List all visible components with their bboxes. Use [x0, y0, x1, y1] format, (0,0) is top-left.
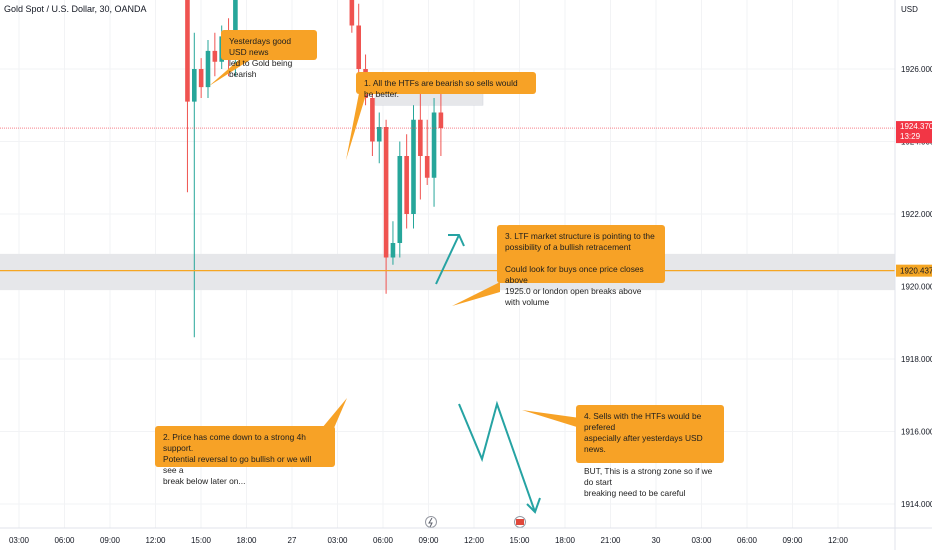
callout-usd-news[interactable]: Yesterdays good USD news led to Gold bei…	[221, 30, 317, 79]
price-tick-label: 1916.000	[901, 428, 932, 437]
drawings-layer	[0, 58, 895, 528]
candle-body	[233, 0, 238, 59]
bullish-arrow-head	[448, 234, 465, 247]
time-tick-label: 27	[288, 536, 297, 545]
price-tick-label: 1928.000	[901, 0, 932, 2]
current-price-value: 1924.370	[900, 122, 932, 131]
level-price-badge	[896, 264, 932, 277]
lightning-glyph-icon	[428, 517, 433, 528]
callout-usd-news-pointer	[209, 58, 253, 86]
time-tick-label: 18:00	[555, 536, 576, 545]
candle-body	[424, 156, 430, 178]
candle-body	[438, 112, 444, 129]
time-tick-label: 12:00	[464, 536, 485, 545]
time-tick-label: 06:00	[373, 536, 394, 545]
candle-body	[418, 119, 423, 156]
candle-body	[397, 156, 403, 243]
bearish-arrow-head	[526, 497, 541, 514]
time-tick-label: 18:00	[236, 536, 257, 545]
time-tick-label: 12:00	[145, 536, 166, 545]
candle-body	[349, 0, 355, 26]
callout-htf-sells-pointer	[522, 410, 580, 428]
bearish-projection-arrow	[458, 400, 536, 513]
candle-body	[192, 69, 197, 102]
time-tick-label: 15:00	[509, 536, 530, 545]
callout-htf-bearish-pointer	[346, 88, 368, 160]
candle-body	[383, 127, 389, 258]
price-tick-label: 1918.000	[901, 355, 932, 364]
candle-body	[212, 50, 218, 62]
candle-body	[185, 0, 190, 102]
current-price-badge	[896, 121, 932, 144]
callout-ltf-structure[interactable]: 3. LTF market structure is pointing to t…	[497, 225, 665, 307]
candle-body	[356, 25, 361, 69]
price-tick-label: 1922.000	[901, 210, 932, 219]
candle-body	[404, 156, 409, 214]
us-flag-glyph-icon	[516, 519, 524, 525]
time-tick-label: 12:00	[828, 536, 849, 545]
callout-htf-bearish[interactable]: 1. All the HTFs are bearish so sells wou…	[356, 72, 536, 99]
time-tick-label: 30	[652, 536, 661, 545]
bullish-projection-arrow	[435, 234, 460, 285]
callout-htf-sells[interactable]: 4. Sells with the HTFs would be prefered…	[576, 405, 724, 498]
time-tick-label: 15:00	[191, 536, 212, 545]
level-price-value: 1920.437	[900, 267, 932, 276]
price-axis: 1940.0001938.0001936.0001934.0001932.000…	[894, 0, 932, 550]
callout-ltf-structure-pointer	[452, 282, 500, 306]
time-tick-label: 06:00	[54, 536, 75, 545]
time-tick-label: 09:00	[782, 536, 803, 545]
time-tick-label: 09:00	[418, 536, 439, 545]
countdown-value: 13:29	[900, 132, 921, 141]
candle-body	[376, 127, 382, 142]
time-tick-label: 03:00	[9, 536, 30, 545]
callout-4h-support[interactable]: 2. Price has come down to a strong 4h su…	[155, 426, 335, 486]
candle-body	[198, 69, 204, 88]
time-tick-label: 06:00	[737, 536, 758, 545]
price-tick-label: 1920.000	[901, 283, 932, 292]
zones-layer	[0, 90, 895, 291]
time-axis: 03:00 06:00 09:00 12:00 15:00 18:00 27 03:00 06:…	[0, 527, 932, 545]
currency-label: USD	[901, 5, 918, 14]
candle-body	[370, 98, 375, 142]
time-tick-label: 03:00	[691, 536, 712, 545]
time-tick-label: 09:00	[100, 536, 121, 545]
candle-body	[205, 50, 211, 88]
time-tick-label: 03:00	[327, 536, 348, 545]
candle-body	[390, 243, 396, 258]
callout-4h-support-pointer	[322, 398, 347, 428]
candle-body	[411, 119, 416, 214]
candle-body	[431, 112, 437, 178]
symbol-title: Gold Spot / U.S. Dollar, 30, OANDA	[4, 4, 147, 14]
time-tick-label: 21:00	[600, 536, 621, 545]
price-tick-label: 1926.000	[901, 65, 932, 74]
price-tick-label: 1914.000	[901, 500, 932, 509]
